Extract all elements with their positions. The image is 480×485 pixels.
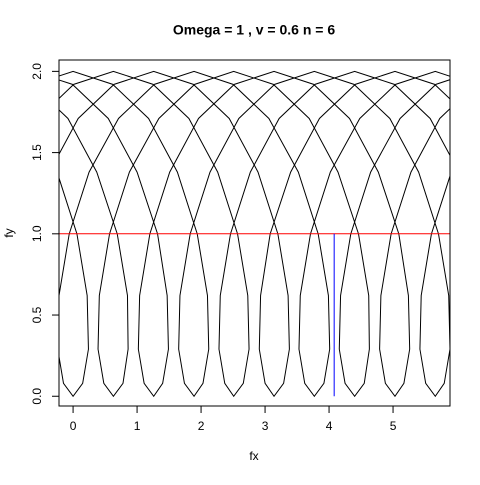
curve [59, 70, 450, 398]
plot-area [59, 70, 450, 398]
x-tick-label: 0 [70, 419, 77, 433]
y-tick-label: 0.5 [30, 306, 44, 323]
x-tick-label: 4 [326, 419, 333, 433]
plot-frame [58, 59, 451, 407]
y-tick-label: 1.5 [30, 144, 44, 161]
curve [59, 70, 450, 398]
x-axis-label: fx [249, 449, 258, 463]
y-tick-label: 1.0 [30, 225, 44, 242]
curve [59, 70, 450, 398]
x-tick-label: 2 [198, 419, 205, 433]
curve [59, 70, 450, 398]
y-axis-label: fy [2, 228, 16, 237]
y-tick-label: 2.0 [30, 63, 44, 80]
chart-title: Omega = 1 , v = 0.6 n = 6 [173, 22, 335, 38]
curve [59, 70, 450, 398]
x-tick-label: 3 [262, 419, 269, 433]
x-tick-label: 1 [134, 419, 141, 433]
x-tick-label: 5 [390, 419, 397, 433]
y-tick-label: 0.0 [30, 388, 44, 405]
